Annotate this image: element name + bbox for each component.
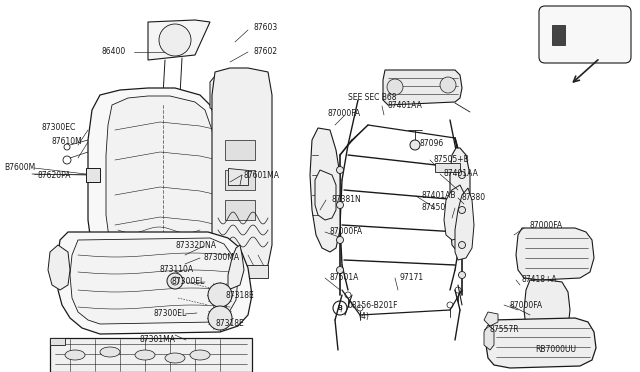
Circle shape (208, 283, 232, 307)
Text: 87380: 87380 (462, 192, 486, 202)
Text: 87601MA: 87601MA (243, 170, 279, 180)
Polygon shape (86, 168, 100, 182)
Text: 87300EL: 87300EL (171, 278, 204, 286)
Text: 87000FA: 87000FA (328, 109, 361, 119)
Text: 87401AA: 87401AA (387, 100, 422, 109)
FancyBboxPatch shape (539, 6, 631, 63)
Circle shape (337, 202, 344, 208)
Text: SEE SEC B68: SEE SEC B68 (348, 93, 397, 103)
Polygon shape (435, 163, 460, 172)
Text: 87381N: 87381N (332, 196, 362, 205)
Text: 86400: 86400 (102, 48, 126, 57)
Text: 87300MA: 87300MA (204, 253, 240, 263)
Polygon shape (212, 68, 272, 272)
Circle shape (410, 140, 420, 150)
Text: 87401AB: 87401AB (421, 190, 456, 199)
Text: 87318E: 87318E (215, 318, 244, 327)
Text: 87000FA: 87000FA (330, 228, 363, 237)
Polygon shape (524, 280, 570, 338)
Text: (4): (4) (358, 312, 369, 321)
Text: B: B (338, 305, 342, 311)
Circle shape (440, 77, 456, 93)
Polygon shape (48, 245, 70, 290)
Circle shape (337, 266, 344, 273)
Ellipse shape (165, 353, 185, 363)
Circle shape (458, 241, 465, 248)
Text: 87000FA: 87000FA (530, 221, 563, 230)
Polygon shape (228, 168, 248, 185)
Text: 87318E: 87318E (225, 292, 253, 301)
Circle shape (167, 273, 183, 289)
Text: RB7000UU: RB7000UU (535, 346, 576, 355)
Text: 87603: 87603 (253, 23, 277, 32)
Circle shape (458, 272, 465, 279)
Polygon shape (486, 318, 596, 368)
Text: 87620PA: 87620PA (38, 171, 72, 180)
Polygon shape (88, 88, 232, 282)
Text: 87300EL: 87300EL (153, 308, 186, 317)
Circle shape (458, 206, 465, 214)
Text: 87401AA: 87401AA (443, 170, 478, 179)
Polygon shape (444, 185, 468, 240)
Polygon shape (148, 20, 210, 60)
Polygon shape (50, 338, 65, 345)
Text: 87501A: 87501A (330, 273, 360, 282)
Circle shape (159, 24, 191, 56)
Circle shape (458, 171, 465, 179)
Polygon shape (552, 25, 565, 45)
Polygon shape (225, 170, 255, 190)
Circle shape (337, 237, 344, 244)
Text: 87450: 87450 (421, 202, 445, 212)
Text: 87505+B: 87505+B (434, 155, 470, 164)
Polygon shape (455, 188, 474, 260)
Polygon shape (70, 238, 238, 324)
Polygon shape (215, 265, 268, 278)
Circle shape (337, 167, 344, 173)
Text: 87301MA: 87301MA (140, 336, 176, 344)
Ellipse shape (65, 350, 85, 360)
Polygon shape (225, 140, 255, 160)
Text: 87332DNA: 87332DNA (175, 241, 216, 250)
Text: 08156-B201F: 08156-B201F (347, 301, 397, 310)
Polygon shape (516, 228, 594, 280)
Polygon shape (58, 232, 252, 334)
Polygon shape (450, 148, 470, 250)
Text: 873110A: 873110A (159, 266, 193, 275)
Polygon shape (310, 128, 340, 252)
Ellipse shape (135, 350, 155, 360)
Text: 87557R: 87557R (490, 326, 520, 334)
Polygon shape (225, 200, 255, 220)
Polygon shape (315, 170, 336, 220)
Text: 87610M: 87610M (52, 137, 83, 145)
Circle shape (208, 306, 232, 330)
Polygon shape (228, 245, 244, 290)
Polygon shape (484, 325, 494, 350)
Ellipse shape (190, 350, 210, 360)
Text: 87300EC: 87300EC (42, 124, 76, 132)
Text: 97171: 97171 (400, 273, 424, 282)
Text: 87602: 87602 (253, 48, 277, 57)
Text: 87000FA: 87000FA (510, 301, 543, 310)
Text: B7600M: B7600M (4, 164, 35, 173)
Ellipse shape (100, 347, 120, 357)
Polygon shape (484, 312, 498, 326)
Polygon shape (210, 74, 270, 110)
Text: B: B (338, 305, 342, 311)
Polygon shape (50, 338, 252, 372)
Polygon shape (383, 70, 462, 105)
Circle shape (387, 79, 403, 95)
Polygon shape (106, 96, 220, 268)
Text: 87418+A: 87418+A (522, 276, 557, 285)
Text: 87096: 87096 (420, 138, 444, 148)
